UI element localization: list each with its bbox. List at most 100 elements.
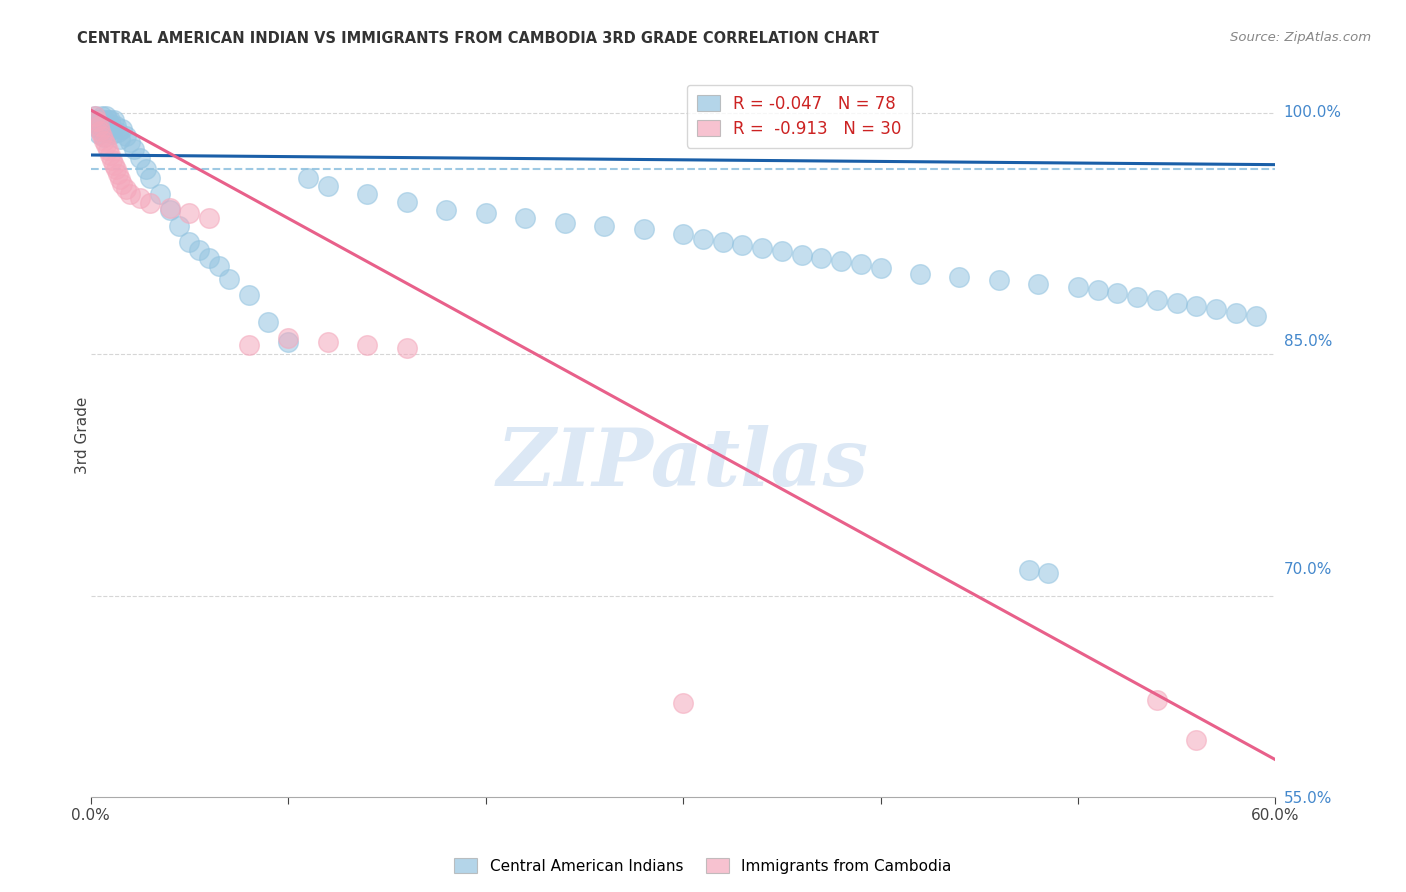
Point bbox=[107, 167, 129, 181]
Point bbox=[238, 288, 260, 302]
Text: Source: ZipAtlas.com: Source: ZipAtlas.com bbox=[1230, 31, 1371, 45]
Point bbox=[1126, 289, 1149, 303]
Point bbox=[593, 219, 616, 233]
Point bbox=[316, 334, 339, 349]
Point bbox=[790, 248, 813, 262]
Text: ZIPatlas: ZIPatlas bbox=[496, 425, 869, 502]
Point bbox=[218, 272, 240, 286]
Point bbox=[208, 259, 231, 273]
Point bbox=[770, 244, 793, 259]
Y-axis label: 3rd Grade: 3rd Grade bbox=[75, 396, 90, 474]
Point bbox=[1205, 302, 1227, 317]
Point bbox=[1146, 293, 1168, 307]
Point bbox=[1225, 305, 1247, 319]
Point bbox=[97, 112, 120, 127]
Point bbox=[120, 135, 142, 149]
Point bbox=[356, 338, 378, 352]
Point bbox=[120, 186, 142, 201]
Point bbox=[107, 126, 129, 140]
Point bbox=[89, 124, 111, 138]
Point bbox=[103, 158, 125, 172]
Point bbox=[111, 177, 134, 191]
Point bbox=[139, 196, 162, 211]
Point bbox=[830, 254, 852, 268]
Point bbox=[110, 132, 132, 146]
Point bbox=[633, 222, 655, 236]
Point bbox=[277, 334, 299, 349]
Point bbox=[849, 257, 872, 271]
Point bbox=[198, 211, 221, 225]
Point bbox=[87, 127, 110, 141]
Point bbox=[93, 112, 115, 127]
Point bbox=[87, 119, 110, 133]
Point bbox=[1067, 280, 1090, 294]
Point bbox=[91, 109, 114, 123]
Point bbox=[1185, 733, 1208, 747]
Point bbox=[948, 270, 970, 285]
Point bbox=[91, 128, 114, 143]
Point bbox=[111, 122, 134, 136]
Point bbox=[169, 219, 191, 233]
Point bbox=[238, 338, 260, 352]
Point bbox=[98, 118, 121, 132]
Point bbox=[122, 142, 145, 156]
Point bbox=[93, 134, 115, 148]
Point bbox=[86, 114, 108, 128]
Legend: R = -0.047   N = 78, R =  -0.913   N = 30: R = -0.047 N = 78, R = -0.913 N = 30 bbox=[686, 85, 911, 147]
Point bbox=[188, 243, 211, 257]
Point bbox=[93, 130, 115, 145]
Point bbox=[751, 241, 773, 255]
Point bbox=[554, 215, 576, 229]
Point bbox=[869, 260, 891, 275]
Text: CENTRAL AMERICAN INDIAN VS IMMIGRANTS FROM CAMBODIA 3RD GRADE CORRELATION CHART: CENTRAL AMERICAN INDIAN VS IMMIGRANTS FR… bbox=[77, 31, 879, 46]
Point bbox=[135, 162, 157, 177]
Point bbox=[395, 341, 418, 355]
Point bbox=[159, 201, 181, 215]
Point bbox=[96, 119, 118, 133]
Point bbox=[297, 170, 319, 185]
Point bbox=[198, 251, 221, 265]
Point bbox=[98, 112, 121, 127]
Point bbox=[83, 109, 105, 123]
Point bbox=[110, 172, 132, 186]
Point bbox=[87, 122, 110, 136]
Point bbox=[139, 170, 162, 185]
Point bbox=[277, 331, 299, 345]
Point bbox=[731, 238, 754, 252]
Point bbox=[810, 251, 832, 265]
Point bbox=[692, 232, 714, 246]
Point bbox=[395, 194, 418, 209]
Point bbox=[356, 186, 378, 201]
Point bbox=[105, 162, 128, 177]
Point bbox=[179, 235, 201, 249]
Point bbox=[91, 122, 114, 136]
Point bbox=[101, 127, 124, 141]
Point bbox=[179, 206, 201, 220]
Point bbox=[86, 118, 108, 132]
Point bbox=[908, 267, 931, 281]
Point bbox=[1038, 566, 1060, 581]
Point bbox=[1028, 277, 1050, 291]
Point bbox=[434, 202, 457, 217]
Point bbox=[103, 112, 125, 127]
Point bbox=[672, 227, 695, 241]
Point bbox=[98, 148, 121, 162]
Point bbox=[105, 119, 128, 133]
Point bbox=[1107, 286, 1129, 301]
Point bbox=[159, 202, 181, 217]
Point bbox=[1146, 693, 1168, 707]
Point bbox=[101, 153, 124, 167]
Point bbox=[101, 122, 124, 136]
Point bbox=[1166, 296, 1188, 310]
Point bbox=[97, 143, 120, 157]
Point bbox=[672, 697, 695, 711]
Point bbox=[96, 138, 118, 153]
Point bbox=[149, 186, 172, 201]
Point bbox=[89, 118, 111, 132]
Point bbox=[257, 315, 280, 329]
Point bbox=[711, 235, 734, 249]
Point bbox=[1087, 283, 1109, 297]
Point bbox=[115, 182, 138, 196]
Point bbox=[474, 206, 496, 220]
Point bbox=[97, 126, 120, 140]
